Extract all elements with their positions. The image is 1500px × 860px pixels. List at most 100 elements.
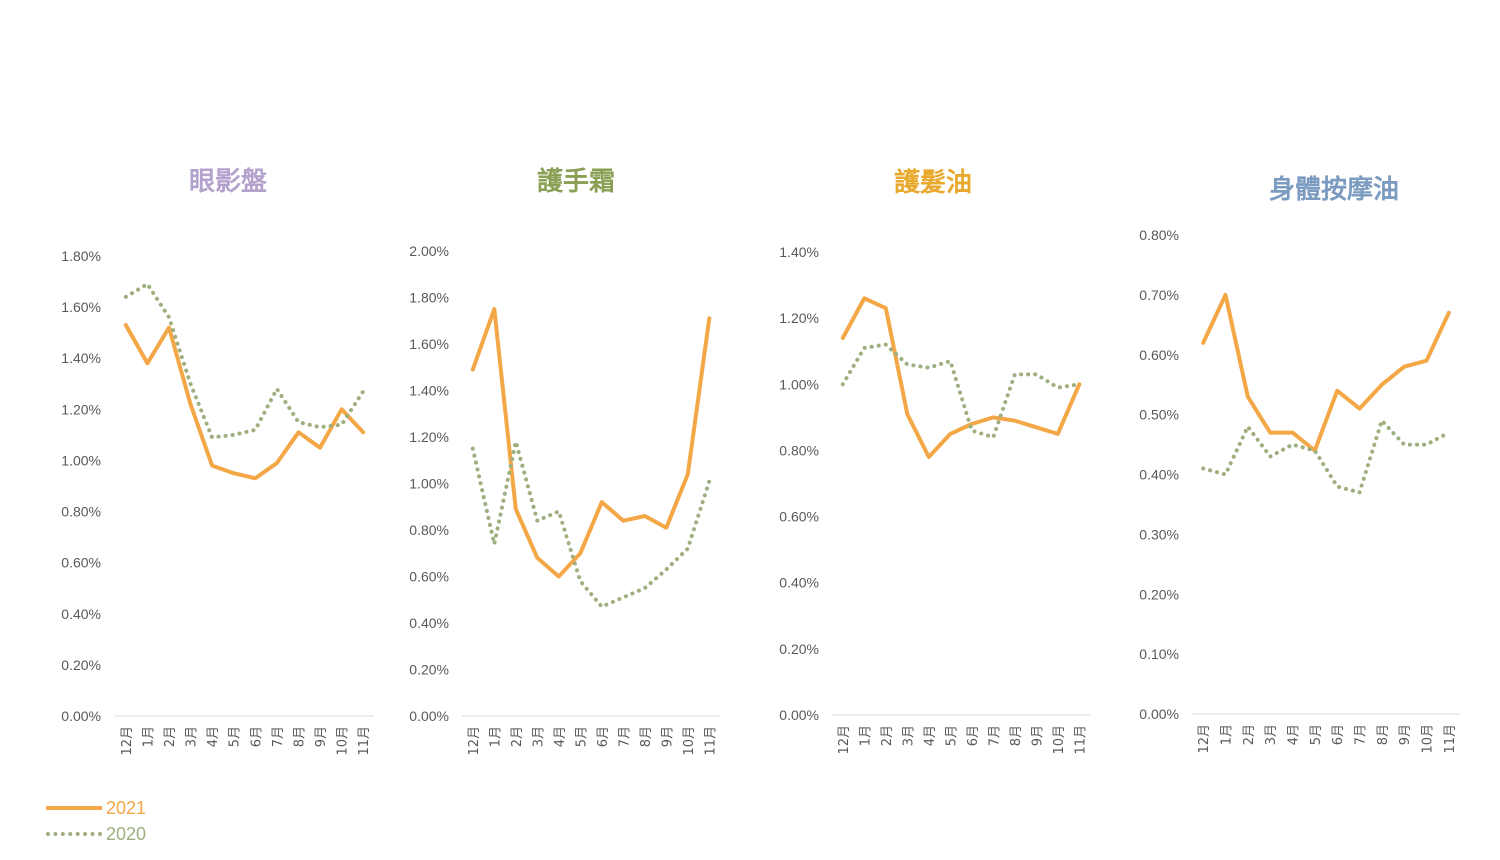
x-tick-label: 7月 xyxy=(617,726,632,747)
legend-swatch-2021 xyxy=(46,806,102,810)
x-tick-label: 10月 xyxy=(1421,724,1436,754)
y-tick-label: 0.00% xyxy=(1139,706,1179,722)
series-line-2020 xyxy=(470,439,712,609)
x-tick-label: 1月 xyxy=(488,726,503,747)
x-tick-label: 1月 xyxy=(141,726,156,747)
x-tick-label: 5月 xyxy=(574,726,589,747)
x-tick-label: 11月 xyxy=(1073,725,1088,755)
y-tick-label: 1.20% xyxy=(779,310,819,326)
y-tick-label: 0.10% xyxy=(1139,646,1179,662)
x-tick-label: 12月 xyxy=(837,725,852,755)
x-tick-label: 4月 xyxy=(1287,724,1302,745)
x-tick-label: 10月 xyxy=(682,726,697,756)
y-tick-label: 0.80% xyxy=(61,504,101,520)
legend: 2021 2020 xyxy=(46,795,146,847)
legend-swatch-2020 xyxy=(46,832,102,836)
x-tick-label: 4月 xyxy=(206,726,221,747)
x-tick-label: 3月 xyxy=(1264,724,1279,745)
x-tick-label: 8月 xyxy=(292,726,307,747)
x-tick-label: 9月 xyxy=(1398,724,1413,745)
x-tick-label: 6月 xyxy=(1331,724,1346,745)
x-tick-label: 2月 xyxy=(510,726,525,747)
y-tick-label: 0.60% xyxy=(779,509,819,525)
y-tick-label: 1.80% xyxy=(61,248,101,264)
y-tick-label: 1.00% xyxy=(409,476,449,492)
y-tick-label: 1.40% xyxy=(61,350,101,366)
chart-title: 眼影盤 xyxy=(189,167,268,197)
x-tick-label: 12月 xyxy=(120,726,135,756)
y-tick-label: 1.60% xyxy=(409,336,449,352)
x-tick-label: 8月 xyxy=(1009,725,1024,746)
y-tick-label: 1.00% xyxy=(779,376,819,392)
x-tick-label: 12月 xyxy=(467,726,482,756)
y-tick-label: 0.40% xyxy=(779,575,819,591)
y-tick-label: 1.80% xyxy=(409,290,449,306)
x-tick-label: 1月 xyxy=(1220,724,1235,745)
y-tick-label: 1.20% xyxy=(409,429,449,445)
x-tick-label: 4月 xyxy=(923,725,938,746)
x-tick-label: 1月 xyxy=(858,725,873,746)
x-tick-label: 3月 xyxy=(531,726,546,747)
series-line-2021 xyxy=(840,296,1082,459)
y-tick-label: 0.00% xyxy=(779,707,819,723)
x-tick-label: 5月 xyxy=(944,725,959,746)
y-tick-label: 0.60% xyxy=(1139,347,1179,363)
y-tick-label: 0.50% xyxy=(1139,407,1179,423)
y-tick-label: 0.20% xyxy=(409,662,449,678)
x-tick-label: 6月 xyxy=(966,725,981,746)
y-tick-label: 0.80% xyxy=(1139,227,1179,243)
x-tick-label: 8月 xyxy=(639,726,654,747)
series-line-2020 xyxy=(1201,418,1451,495)
x-tick-label: 11月 xyxy=(357,726,372,756)
x-tick-label: 4月 xyxy=(553,726,568,747)
x-tick-label: 5月 xyxy=(228,726,243,747)
x-tick-label: 5月 xyxy=(1309,724,1324,745)
y-tick-label: 1.60% xyxy=(61,299,101,315)
x-tick-label: 6月 xyxy=(596,726,611,747)
y-tick-label: 0.60% xyxy=(409,569,449,585)
x-tick-label: 7月 xyxy=(1354,724,1369,745)
y-tick-label: 0.20% xyxy=(779,641,819,657)
x-tick-label: 2月 xyxy=(880,725,895,746)
x-tick-label: 2月 xyxy=(1242,724,1257,745)
y-tick-label: 0.00% xyxy=(61,708,101,724)
y-tick-label: 2.00% xyxy=(409,243,449,259)
series-line-2021 xyxy=(123,323,366,481)
chart-title: 護髮油 xyxy=(894,167,972,198)
legend-item-2020: 2020 xyxy=(46,821,146,847)
legend-label-2021: 2021 xyxy=(106,797,147,818)
x-tick-label: 11月 xyxy=(1443,724,1458,754)
y-tick-label: 0.20% xyxy=(61,657,101,673)
y-tick-label: 0.20% xyxy=(1139,586,1179,602)
legend-item-2021: 2021 xyxy=(46,795,146,821)
y-tick-label: 0.40% xyxy=(61,606,101,622)
x-tick-label: 8月 xyxy=(1376,724,1391,745)
y-tick-label: 0.60% xyxy=(61,555,101,571)
legend-label-2020: 2020 xyxy=(106,823,147,844)
series-line-2021 xyxy=(470,307,712,579)
y-tick-label: 0.30% xyxy=(1139,526,1179,542)
x-tick-label: 6月 xyxy=(249,726,264,747)
y-tick-label: 0.80% xyxy=(779,442,819,458)
series-line-2021 xyxy=(1201,292,1451,453)
series-line-2020 xyxy=(123,282,366,440)
series-line-2020 xyxy=(840,342,1082,440)
y-tick-label: 0.70% xyxy=(1139,287,1179,303)
y-tick-label: 1.20% xyxy=(61,401,101,417)
y-tick-label: 0.40% xyxy=(409,615,449,631)
y-tick-label: 0.40% xyxy=(1139,467,1179,483)
y-tick-label: 0.00% xyxy=(409,708,449,724)
y-tick-label: 1.00% xyxy=(61,452,101,468)
chart-title: 身體按摩油 xyxy=(1269,174,1399,205)
y-tick-label: 1.40% xyxy=(409,383,449,399)
x-tick-label: 9月 xyxy=(660,726,675,747)
y-tick-label: 1.40% xyxy=(779,244,819,260)
x-tick-label: 7月 xyxy=(271,726,286,747)
x-tick-label: 11月 xyxy=(703,726,718,756)
x-tick-label: 3月 xyxy=(185,726,200,747)
x-tick-label: 10月 xyxy=(1052,725,1067,755)
y-tick-label: 0.80% xyxy=(409,522,449,538)
x-tick-label: 10月 xyxy=(336,726,351,756)
x-tick-label: 9月 xyxy=(314,726,329,747)
